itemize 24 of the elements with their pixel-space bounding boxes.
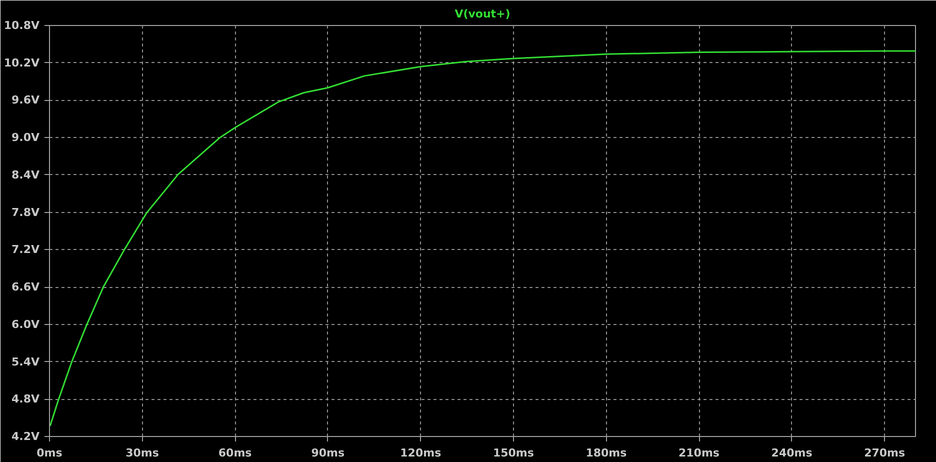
x-tick-label: 120ms (400, 446, 442, 460)
x-tick-label: 180ms (586, 446, 628, 460)
x-tick-label: 0ms (36, 446, 63, 460)
y-tick-label: 8.4V (12, 168, 40, 182)
x-tick-label: 150ms (492, 446, 534, 460)
y-tick-label: 4.2V (12, 430, 40, 443)
text: V(vout+) (454, 8, 510, 20)
y-tick-label: 6.0V (12, 318, 40, 331)
y-tick-label: 5.4V (12, 355, 40, 368)
y-tick-label: 10.2V (4, 56, 40, 70)
x-tick-label: 240ms (771, 446, 813, 460)
x-tick-label: 60ms (218, 446, 252, 460)
y-tick-label: 4.8V (12, 392, 40, 406)
y-tick-label: 9.0V (12, 131, 40, 144)
x-tick-label: 270ms (864, 446, 906, 460)
x-tick-label: 210ms (678, 446, 720, 460)
y-tick-label: 7.8V (12, 206, 40, 219)
y-tick-label: 7.2V (12, 243, 40, 256)
x-tick-label: 30ms (126, 446, 160, 460)
y-tick-label: 6.6V (12, 280, 40, 294)
y-tick-label: 10.8V (4, 19, 40, 32)
x-tick-label: 90ms (311, 446, 345, 460)
line-series (50, 50, 916, 427)
y-tick-label: 9.6V (12, 94, 40, 107)
